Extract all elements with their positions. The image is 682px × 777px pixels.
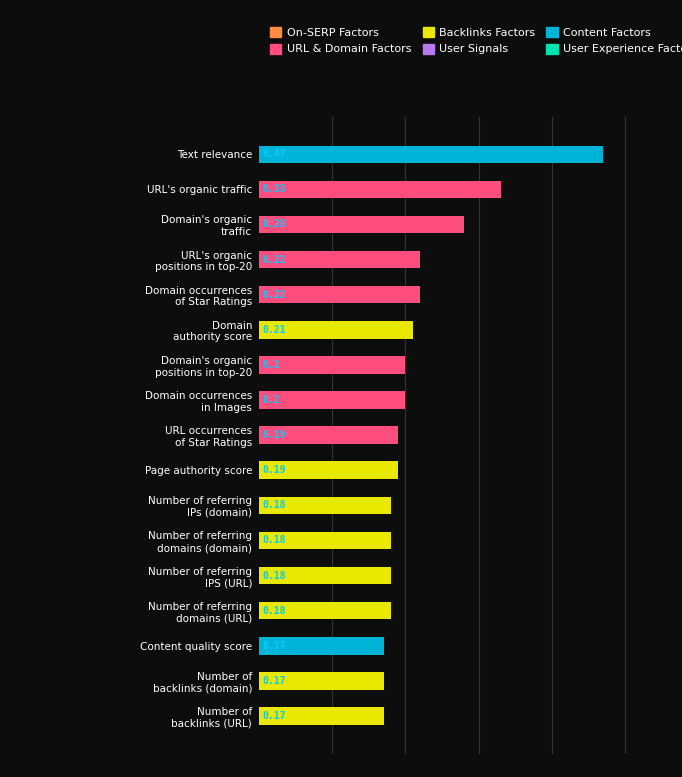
Text: 0.33: 0.33 (262, 184, 286, 194)
Text: 0.22: 0.22 (262, 255, 286, 265)
Bar (259, 392, 406, 409)
Text: 0.28: 0.28 (262, 219, 286, 229)
Bar (259, 497, 391, 514)
Bar (259, 251, 420, 268)
Bar (259, 566, 391, 584)
Bar (259, 531, 391, 549)
Text: 0.18: 0.18 (262, 500, 286, 510)
Bar (259, 602, 391, 619)
Bar (259, 462, 398, 479)
Bar (259, 145, 603, 163)
Text: 0.18: 0.18 (262, 535, 286, 545)
Bar (259, 707, 383, 725)
Text: 0.18: 0.18 (262, 605, 286, 615)
Text: 0.22: 0.22 (262, 290, 286, 300)
Text: 0.47: 0.47 (262, 149, 286, 159)
Bar (259, 286, 420, 304)
Text: 0.2: 0.2 (262, 360, 280, 370)
Text: 0.19: 0.19 (262, 430, 286, 440)
Text: 0.21: 0.21 (262, 325, 286, 335)
Bar (259, 216, 464, 233)
Legend: On-SERP Factors, URL & Domain Factors, Backlinks Factors, User Signals, Content : On-SERP Factors, URL & Domain Factors, B… (265, 22, 682, 60)
Text: 0.2: 0.2 (262, 395, 280, 405)
Bar (259, 180, 501, 198)
Bar (259, 637, 383, 654)
Bar (259, 672, 383, 690)
Text: 0.18: 0.18 (262, 570, 286, 580)
Bar (259, 356, 406, 374)
Text: 0.17: 0.17 (262, 711, 286, 721)
Text: 0.17: 0.17 (262, 676, 286, 686)
Bar (259, 427, 398, 444)
Text: 0.17: 0.17 (262, 641, 286, 651)
Bar (259, 321, 413, 339)
Text: 0.19: 0.19 (262, 465, 286, 476)
